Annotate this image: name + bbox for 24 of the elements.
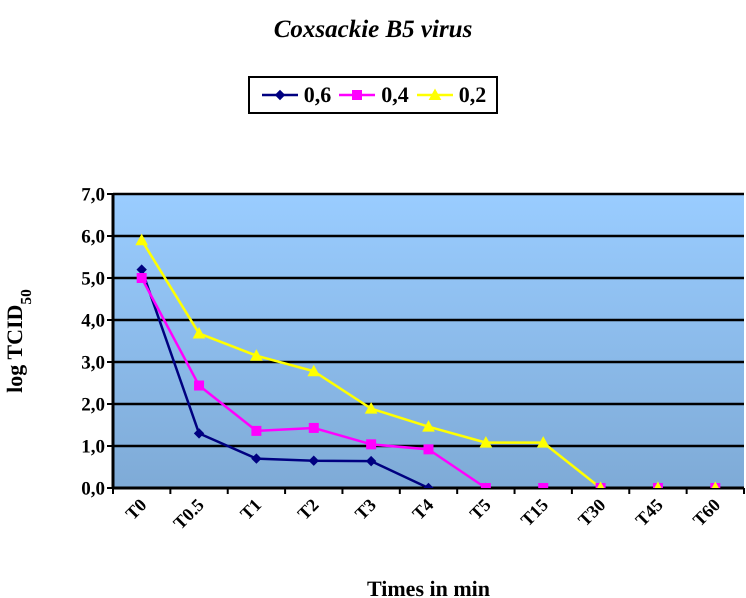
y-tick-label: 0,0 (81, 478, 105, 500)
x-tick-label: T1 (236, 494, 266, 524)
y-tick-label: 7,0 (81, 184, 105, 206)
y-tick-label: 5,0 (81, 268, 105, 290)
x-tick-label: T60 (688, 494, 724, 530)
legend-label: 0,2 (458, 82, 486, 108)
x-tick-label: T15 (516, 494, 552, 530)
x-tick-label: T3 (350, 494, 380, 524)
x-tick-label: T5 (466, 494, 495, 524)
x-axis-title: Times in min (366, 576, 490, 598)
chart-title: Coxsackie B5 virus (272, 16, 474, 44)
x-tick-label: T2 (294, 494, 323, 524)
y-tick-label: 1,0 (81, 436, 105, 458)
y-tick-label: 6,0 (81, 226, 105, 248)
y-tick-label: 3,0 (81, 352, 105, 374)
x-tick-label: T30 (574, 494, 610, 530)
x-tick-label: T0.5 (169, 494, 208, 534)
x-tick-label: T4 (408, 494, 438, 524)
x-tick-label: T0 (122, 494, 151, 524)
legend-label: 0,4 (381, 82, 409, 108)
legend-label: 0,6 (304, 82, 332, 108)
y-tick-label: 2,0 (81, 394, 105, 416)
x-tick-label: T45 (631, 494, 667, 530)
y-tick-label: 4,0 (81, 310, 105, 332)
